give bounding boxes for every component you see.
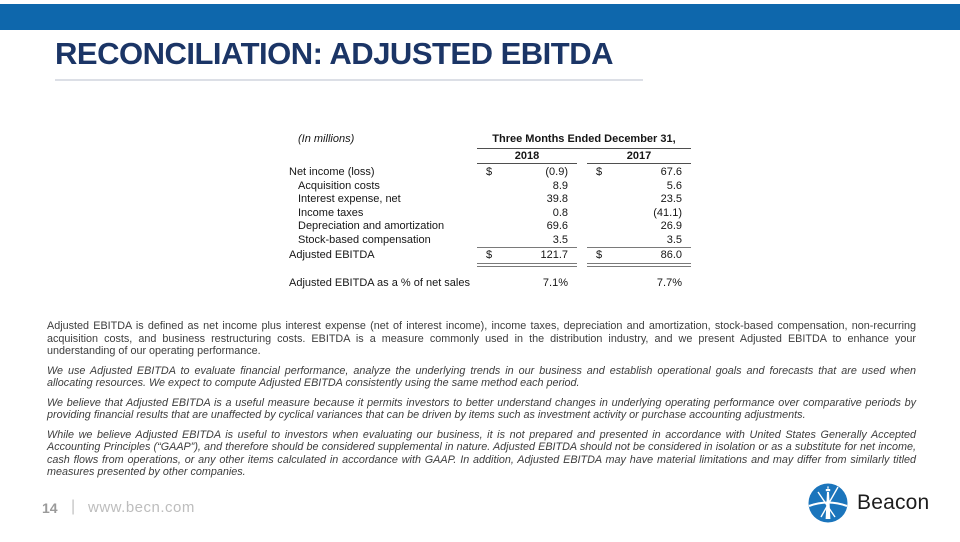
paragraph-definition: Adjusted EBITDA is defined as net income… xyxy=(47,320,916,358)
table-year-row: 2018 2017 xyxy=(289,150,691,164)
top-accent-bar xyxy=(0,4,960,30)
footer-separator: | xyxy=(71,498,76,515)
table-row: Depreciation and amortization 69.6 26.9 xyxy=(298,220,682,232)
table-total-row: Adjusted EBITDA $121.7 $86.0 xyxy=(289,249,691,267)
lighthouse-icon xyxy=(808,483,848,523)
beacon-logo: Beacon xyxy=(808,483,929,523)
title-divider xyxy=(55,79,643,81)
ratio-row: Adjusted EBITDA as a % of net sales 7.1%… xyxy=(289,276,682,289)
table-row: Income taxes 0.8 (41.1) xyxy=(298,206,682,219)
website-url: www.becn.com xyxy=(88,499,195,516)
currency-symbol: $ xyxy=(486,166,493,178)
page-title: RECONCILIATION: ADJUSTED EBITDA xyxy=(55,36,614,71)
currency-symbol: $ xyxy=(596,249,603,261)
logo-wordmark: Beacon xyxy=(857,491,930,514)
units-note: (In millions) xyxy=(298,133,355,145)
column-header-2018: 2018 xyxy=(477,150,577,164)
disclosure-text: Adjusted EBITDA is defined as net income… xyxy=(47,320,916,486)
table-row: Net income (loss) $ (0.9) $67.6 xyxy=(289,166,682,178)
currency-symbol: $ xyxy=(486,249,493,261)
table-row: Acquisition costs 8.9 5.6 xyxy=(298,179,682,192)
currency-symbol: $ xyxy=(596,166,603,178)
paragraph-gaap-disclaimer: While we believe Adjusted EBITDA is usef… xyxy=(47,428,916,479)
table-row: Interest expense, net 39.8 23.5 xyxy=(298,193,682,205)
paragraph-rationale: We believe that Adjusted EBITDA is a use… xyxy=(47,396,916,422)
paragraph-usage: We use Adjusted EBITDA to evaluate finan… xyxy=(47,364,916,390)
column-header-2017: 2017 xyxy=(587,150,691,164)
reconciliation-table: (In millions) Three Months Ended Decembe… xyxy=(289,133,691,290)
table-row: Stock-based compensation 3.5 3.5 xyxy=(289,234,691,248)
page-number: 14 xyxy=(42,500,58,516)
period-header: Three Months Ended December 31, xyxy=(477,133,691,149)
table-header-row: (In millions) Three Months Ended Decembe… xyxy=(289,133,691,149)
